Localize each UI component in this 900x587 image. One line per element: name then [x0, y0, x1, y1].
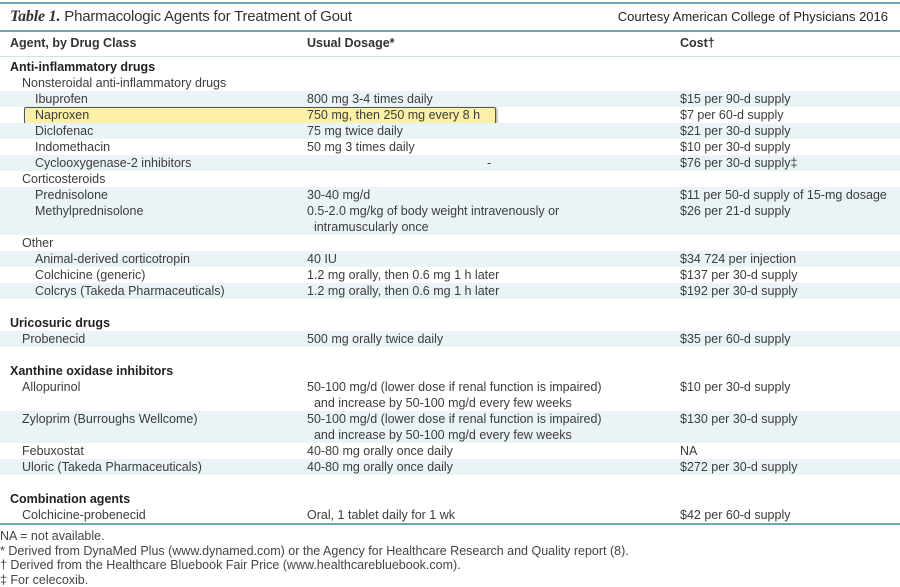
table-body: Anti-inflammatory drugs Nonsteroidal anti… — [0, 59, 900, 523]
table-row: Uloric (Takeda Pharmaceuticals) 40-80 mg … — [0, 459, 900, 475]
dosage-cell: 50 mg 3 times daily — [307, 140, 415, 154]
dosage-cell: 1.2 mg orally, then 0.6 mg 1 h later — [307, 284, 500, 298]
dosage-cell: 40 IU — [307, 252, 337, 266]
agent-cell: Prednisolone — [35, 188, 108, 202]
agent-cell: Animal-derived corticotropin — [35, 252, 190, 266]
agent-cell: Colcrys (Takeda Pharmaceuticals) — [35, 284, 225, 298]
dosage-cell: 50-100 mg/d (lower dose if renal functio… — [307, 412, 602, 442]
dosage-cell: 50-100 mg/d (lower dose if renal functio… — [307, 380, 602, 410]
table-title: Table 1. Pharmacologic Agents for Treatme… — [10, 8, 352, 26]
table-row: Cyclooxygenase-2 inhibitors - $76 per 30-d… — [0, 155, 900, 171]
drug-class-row: Combination agents — [0, 491, 900, 507]
dosage-cell: 1.2 mg orally, then 0.6 mg 1 h later — [307, 268, 500, 282]
agent-cell: Cyclooxygenase-2 inhibitors — [35, 156, 192, 170]
agent-cell: Febuxostat — [22, 444, 84, 458]
table-row: Methylprednisolone 0.5-2.0 mg/kg of body … — [0, 203, 900, 235]
dosage-cell: 30-40 mg/d — [307, 188, 371, 202]
footnote: ‡ For celecoxib. — [0, 572, 89, 587]
table-label: Table 1. — [10, 8, 61, 25]
agent-cell: Probenecid — [22, 332, 86, 346]
agent-cell: Naproxen — [35, 108, 90, 122]
cost-cell: $130 per 30-d supply — [680, 412, 798, 426]
table-title-bar: Table 1. Pharmacologic Agents for Treatme… — [0, 2, 900, 32]
table-row: Colchicine-probenecid Oral, 1 tablet dail… — [0, 507, 900, 523]
table-row: Colcrys (Takeda Pharmaceuticals) 1.2 mg o… — [0, 283, 900, 299]
table-row: Febuxostat 40-80 mg orally once daily NA — [0, 443, 900, 459]
table-row: Other — [0, 235, 900, 251]
agent-cell: Nonsteroidal anti-inflammatory drugs — [22, 76, 227, 90]
agent-cell: Corticosteroids — [22, 172, 106, 186]
cost-cell: $15 per 90-d supply — [680, 92, 791, 106]
table-row: Colchicine (generic) 1.2 mg orally, then … — [0, 267, 900, 283]
spacer-row — [0, 475, 900, 491]
drug-class-row: Anti-inflammatory drugs — [0, 59, 900, 75]
agent-cell: Uricosuric drugs — [10, 316, 111, 330]
cost-cell: $26 per 21-d supply — [680, 204, 791, 218]
cost-cell: $76 per 30-d supply‡ — [680, 156, 798, 170]
table-bottom-rule — [0, 523, 900, 525]
agent-cell: Zyloprim (Burroughs Wellcome) — [22, 412, 198, 426]
agent-cell: Indomethacin — [35, 140, 111, 154]
dosage-cell: - — [487, 156, 492, 170]
cost-cell: $21 per 30-d supply — [680, 124, 791, 138]
table-row: Prednisolone 30-40 mg/d $11 per 50-d suppl… — [0, 187, 900, 203]
column-header-dosage: Usual Dosage* — [307, 36, 395, 50]
cost-cell: $272 per 30-d supply — [680, 460, 798, 474]
cost-cell: $34 724 per injection — [680, 252, 797, 266]
dosage-cell: 40-80 mg orally once daily — [307, 444, 453, 458]
dosage-cell: 750 mg, then 250 mg every 8 h — [307, 108, 481, 122]
cost-cell: $192 per 30-d supply — [680, 284, 798, 298]
footnote: † Derived from the Healthcare Bluebook F… — [0, 558, 461, 572]
table-row: Ibuprofen 800 mg 3-4 times daily $15 per 9… — [0, 91, 900, 107]
courtesy-credit: Courtesy American College of Physicians … — [617, 9, 888, 24]
cost-cell: $10 per 30-d supply — [680, 380, 791, 394]
cost-cell: $11 per 50-d supply of 15-mg dosage — [680, 188, 887, 202]
table-row: Animal-derived corticotropin 40 IU $34 724… — [0, 251, 900, 267]
table-row: Diclofenac 75 mg twice daily $21 per 30-d … — [0, 123, 900, 139]
agent-cell: Diclofenac — [35, 124, 94, 138]
agent-cell: Allopurinol — [22, 380, 81, 394]
dosage-cell: 40-80 mg orally once daily — [307, 460, 453, 474]
cost-cell: $10 per 30-d supply — [680, 140, 791, 154]
agent-cell: Xanthine oxidase inhibitors — [10, 364, 174, 378]
cost-cell: NA — [680, 444, 698, 458]
table-footnotes: NA = not available. * Derived from DynaM… — [0, 529, 629, 587]
agent-cell: Anti-inflammatory drugs — [10, 60, 156, 74]
agent-cell: Combination agents — [10, 492, 131, 506]
column-header-agent: Agent, by Drug Class — [10, 36, 137, 50]
spacer-row — [0, 347, 900, 363]
cost-cell: $42 per 60-d supply — [680, 508, 791, 522]
table-row: Indomethacin 50 mg 3 times daily $10 per 3… — [0, 139, 900, 155]
table-row: Probenecid 500 mg orally twice daily $35 p… — [0, 331, 900, 347]
table-row: Nonsteroidal anti-inflammatory drugs — [0, 75, 900, 91]
table-row: Allopurinol 50-100 mg/d (lower dose if re… — [0, 379, 900, 411]
agent-cell: Ibuprofen — [35, 92, 88, 106]
table-header: Agent, by Drug Class Usual Dosage* Cost† — [0, 32, 900, 57]
cost-cell: $7 per 60-d supply — [680, 108, 784, 122]
dosage-cell: 0.5-2.0 mg/kg of body weight intravenous… — [307, 204, 560, 234]
column-header-cost: Cost† — [680, 36, 715, 50]
drug-class-row: Uricosuric drugs — [0, 315, 900, 331]
drug-class-row: Xanthine oxidase inhibitors — [0, 363, 900, 379]
agent-cell: Methylprednisolone — [35, 204, 144, 218]
cost-cell: $35 per 60-d supply — [680, 332, 791, 346]
footnote: * Derived from DynaMed Plus (www.dynamed… — [0, 543, 629, 558]
agent-cell: Uloric (Takeda Pharmaceuticals) — [22, 460, 202, 474]
table-row: Corticosteroids — [0, 171, 900, 187]
cost-cell: $137 per 30-d supply — [680, 268, 798, 282]
table-row: Zyloprim (Burroughs Wellcome) 50-100 mg/d… — [0, 411, 900, 443]
table-title-text: Pharmacologic Agents for Treatment of Go… — [64, 8, 352, 25]
dosage-cell: 75 mg twice daily — [307, 124, 403, 138]
table-row: Naproxen 750 mg, then 250 mg every 8 h $7 … — [0, 107, 900, 124]
agent-cell: Other — [22, 236, 54, 250]
dosage-cell: 500 mg orally twice daily — [307, 332, 444, 346]
footnote: NA = not available. — [0, 529, 105, 543]
spacer-row — [0, 299, 900, 315]
agent-cell: Colchicine-probenecid — [22, 508, 146, 522]
dosage-cell: Oral, 1 tablet daily for 1 wk — [307, 508, 455, 522]
agent-cell: Colchicine (generic) — [35, 268, 146, 282]
dosage-cell: 800 mg 3-4 times daily — [307, 92, 433, 106]
